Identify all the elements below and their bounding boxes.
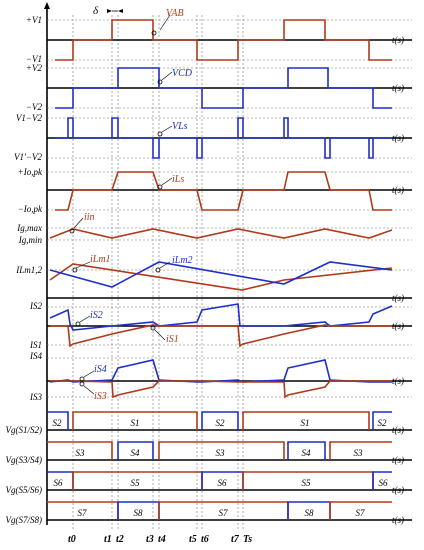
- row-vls: VLs V1−V2 V1'−V2 t(s): [14, 113, 412, 162]
- svg-text:t(s): t(s): [392, 293, 404, 303]
- label-ilm: ILm1,2: [15, 265, 42, 275]
- callout-ilm1: iLm1: [90, 254, 111, 265]
- gate-seg-1-1: S2: [53, 418, 63, 428]
- svg-text:t(s): t(s): [392, 455, 404, 465]
- row-is34: iS4 iS3 IS4 IS3 t(s): [29, 351, 412, 402]
- gate-seg-4-2: S8: [134, 508, 144, 518]
- time-label-t1: t1: [104, 534, 112, 545]
- row-ils: iLs +Io,pk −Io,pk t(s): [18, 167, 412, 214]
- label-v2-neg: −V2: [26, 102, 43, 112]
- callout-ils: iLs: [172, 174, 184, 185]
- callout-ilm2: iLm2: [172, 255, 193, 266]
- callout-vab: VAB: [166, 8, 184, 19]
- label-i-pk-pos: +Io,pk: [18, 167, 43, 177]
- callout-vls: VLs: [172, 121, 188, 132]
- gate-seg-3-5: S6: [379, 478, 389, 488]
- time-label-ts: Ts: [243, 534, 252, 545]
- gate-seg-4-3: S7: [219, 508, 229, 518]
- time-label-t4: t4: [158, 534, 166, 545]
- time-label-t2: t2: [116, 534, 124, 545]
- gate-seg-1-2: S1: [131, 418, 140, 428]
- row-iin: iin Ig,max Ig,min: [16, 212, 412, 245]
- row-is12: iS2 iS1 IS2 IS1 t(s) t(s): [29, 293, 412, 350]
- time-label-t0: t0: [68, 534, 76, 545]
- row-vab: VAB +V1 −V1 t(s): [26, 8, 412, 64]
- label-vg-34: Vg(S3/S4): [6, 455, 43, 465]
- gate-seg-2-1: S3: [76, 448, 86, 458]
- delta-label: δ: [93, 5, 99, 17]
- svg-text:t(s): t(s): [392, 425, 404, 435]
- gate-seg-2-2: S4: [131, 448, 141, 458]
- gate-seg-2-3: S3: [216, 448, 226, 458]
- gate-seg-4-4: S8: [305, 508, 315, 518]
- svg-text:t(s): t(s): [392, 515, 404, 525]
- label-i-pk-neg: −Io,pk: [18, 204, 43, 214]
- gate-seg-3-1: S6: [54, 478, 64, 488]
- time-label-t5: t5: [189, 534, 197, 545]
- label-v1-pos: +V1: [26, 15, 42, 25]
- time-labels: t0 t1 t2 t3 t4 t5 t6 t7 Ts: [68, 534, 252, 545]
- label-is1: IS1: [29, 340, 42, 350]
- callout-is1: iS1: [166, 334, 179, 345]
- label-vg-78: Vg(S7/S8): [6, 515, 43, 525]
- gate-seg-4-5: S7: [356, 508, 366, 518]
- callout-is3: iS3: [94, 391, 107, 402]
- vertical-axis-arrow-icon: [44, 2, 50, 9]
- svg-text:t(s): t(s): [392, 376, 404, 386]
- gate-seg-3-4: S5: [302, 478, 312, 488]
- callout-is2: iS2: [90, 310, 103, 321]
- svg-text:t(s): t(s): [392, 83, 404, 93]
- callout-is4: iS4: [94, 364, 107, 375]
- gate-seg-3-3: S6: [218, 478, 228, 488]
- row-ilm: iLm1 iLm2 ILm1,2: [15, 254, 412, 291]
- svg-text:t(s): t(s): [392, 185, 404, 195]
- svg-text:t(s): t(s): [392, 485, 404, 495]
- gate-seg-1-5: S2: [378, 418, 388, 428]
- axis-label: t(s): [392, 35, 404, 45]
- label-v1-minus-v2-neg: V1'−V2: [14, 152, 42, 162]
- label-vg-12: Vg(S1/S2): [6, 425, 43, 435]
- time-label-t3: t3: [146, 534, 154, 545]
- label-v2-pos: +V2: [26, 63, 43, 73]
- gate-seg-2-4: S4: [302, 448, 312, 458]
- time-label-t7: t7: [231, 534, 240, 545]
- callout-vcd: VCD: [172, 68, 193, 79]
- label-vg-56: Vg(S5/S6): [6, 485, 43, 495]
- row-vcd: VCD +V2 −V2 t(s): [26, 63, 412, 112]
- gate-seg-3-2: S5: [131, 478, 141, 488]
- label-v1-minus-v2: V1−V2: [16, 113, 43, 123]
- label-ig-min: Ig,min: [18, 235, 43, 245]
- gate-seg-4-1: S7: [78, 508, 88, 518]
- callout-iin: iin: [84, 212, 95, 223]
- svg-text:t(s): t(s): [392, 133, 404, 143]
- time-label-t6: t6: [201, 534, 209, 545]
- svg-text:t(s): t(s): [392, 321, 404, 331]
- gate-seg-1-3: S2: [216, 418, 226, 428]
- gate-seg-1-4: S1: [301, 418, 310, 428]
- gate-seg-2-5: S3: [354, 448, 364, 458]
- label-is4: IS4: [29, 351, 42, 361]
- label-ig-max: Ig,max: [16, 223, 42, 233]
- gate-rows: S2 S1 S2 S1 S2 Vg(S1/S2) t(s) S3 S4 S3 S…: [6, 411, 412, 525]
- delta-marker: δ: [93, 5, 123, 17]
- label-v1-neg: −V1: [26, 54, 42, 64]
- label-is3: IS3: [29, 392, 42, 402]
- label-is2: IS2: [29, 301, 42, 311]
